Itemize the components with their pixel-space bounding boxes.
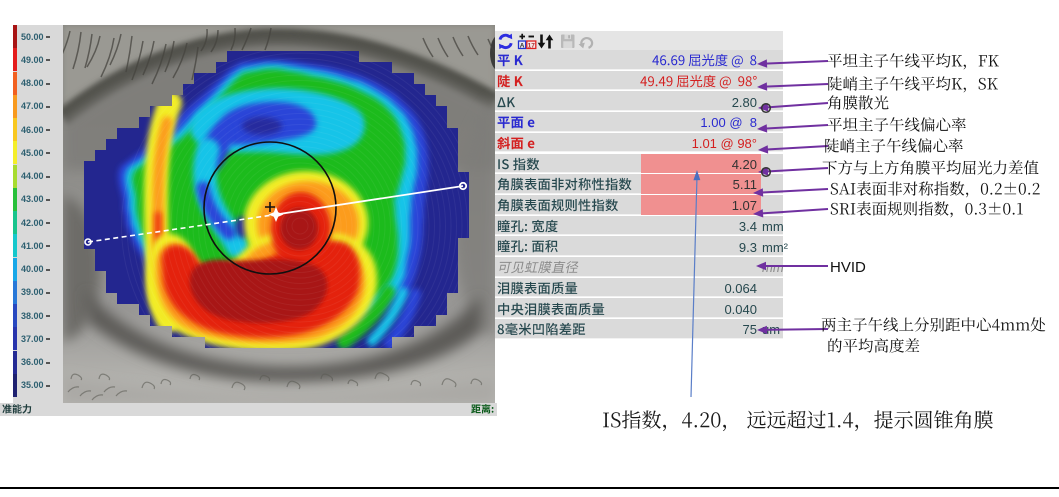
svg-text:A: A	[520, 42, 525, 49]
svg-text:17: 17	[528, 42, 536, 49]
